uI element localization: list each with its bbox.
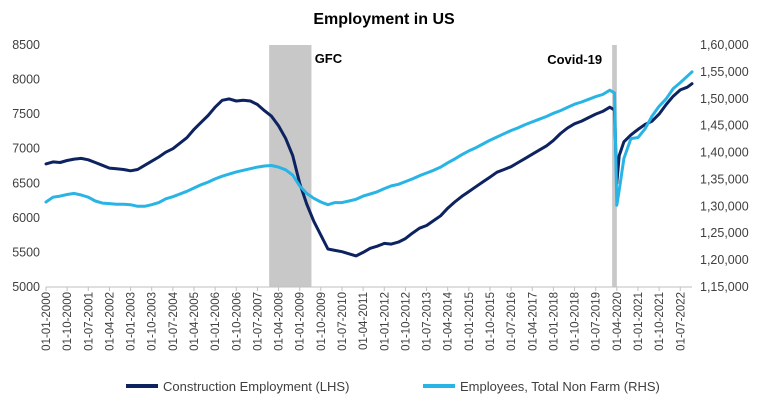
x-tick-label: 01-04-2017	[527, 292, 539, 351]
x-tick-label: 01-01-2021	[633, 292, 645, 351]
legend-label-construction: Construction Employment (LHS)	[163, 379, 349, 394]
series-line-nonfarm	[44, 70, 694, 208]
left-tick-label: 6000	[12, 211, 40, 225]
x-tick-label: 01-07-2010	[337, 292, 349, 351]
x-tick-label: 01-01-2015	[464, 292, 476, 351]
x-tick-label: 01-07-2001	[83, 292, 95, 351]
x-tick-label: 01-04-2008	[274, 292, 286, 351]
x-tick-label: 01-01-2006	[210, 292, 222, 351]
annotation-gfc: GFC	[315, 51, 343, 66]
series-line-construction	[44, 82, 694, 258]
x-tick-label: 01-04-2002	[104, 292, 116, 351]
x-tick-label: 01-04-2020	[612, 292, 624, 351]
right-tick-label: 1,45,000	[700, 119, 749, 133]
right-tick-label: 1,25,000	[700, 226, 749, 240]
x-tick-label: 01-10-2000	[62, 292, 74, 351]
x-tick-label: 01-07-2019	[591, 292, 603, 351]
x-tick-label: 01-01-2009	[295, 292, 307, 351]
x-tick-label: 01-04-2005	[189, 292, 201, 351]
x-tick-label: 01-07-2022	[675, 292, 687, 351]
annotation-covid: Covid-19	[547, 52, 602, 67]
x-tick-label: 01-10-2018	[570, 292, 582, 351]
x-tick-label: 01-07-2016	[506, 292, 518, 351]
series-lines	[44, 70, 694, 258]
x-tick-label: 01-07-2004	[168, 291, 180, 350]
right-axis-ticks: 1,15,000 1,20,000 1,25,000 1,30,000 1,35,000…	[700, 38, 749, 294]
right-tick-label: 1,60,000	[700, 38, 749, 52]
left-axis-ticks: 5000 5500 6000 6500 7000 7500 8000 8500	[12, 38, 40, 294]
annotations: GFC Covid-19	[315, 51, 602, 67]
x-tick-label: 01-07-2007	[252, 292, 264, 351]
left-tick-label: 7000	[12, 142, 40, 156]
x-tick-label: 01-10-2012	[400, 292, 412, 351]
x-tick-label: 01-01-2003	[126, 292, 138, 351]
left-tick-label: 5500	[12, 245, 40, 259]
legend: Construction Employment (LHS) Employees,…	[126, 379, 660, 394]
x-tick-label: 01-10-2015	[485, 292, 497, 351]
x-tick-label: 01-01-2012	[379, 292, 391, 351]
x-tick-label: 01-01-2018	[548, 292, 560, 351]
shade-covid-19	[612, 45, 617, 287]
left-tick-label: 5000	[12, 280, 40, 294]
x-axis-ticks: 01-01-2000 01-10-2000 01-07-2001 01-04-2002…	[41, 287, 687, 351]
legend-label-nonfarm: Employees, Total Non Farm (RHS)	[460, 379, 660, 394]
x-tick-label: 01-10-2009	[316, 292, 328, 351]
x-tick-label: 01-10-2021	[654, 292, 666, 351]
left-tick-label: 8000	[12, 73, 40, 87]
x-tick-label: 01-04-2014	[443, 291, 455, 350]
left-tick-label: 7500	[12, 107, 40, 121]
x-tick-label: 01-10-2006	[231, 292, 243, 351]
x-tick-label: 01-01-2000	[41, 292, 53, 351]
x-tick-label: 01-04-2011	[358, 292, 370, 350]
right-tick-label: 1,30,000	[700, 199, 749, 213]
left-tick-label: 8500	[12, 38, 40, 52]
right-tick-label: 1,50,000	[700, 92, 749, 106]
right-tick-label: 1,40,000	[700, 146, 749, 160]
right-tick-label: 1,55,000	[700, 65, 749, 79]
chart-title: Employment in US	[313, 11, 455, 28]
left-tick-label: 6500	[12, 176, 40, 190]
x-tick-label: 01-07-2013	[422, 292, 434, 351]
right-tick-label: 1,35,000	[700, 172, 749, 186]
right-tick-label: 1,20,000	[700, 253, 749, 267]
right-tick-label: 1,15,000	[700, 280, 749, 294]
x-tick-label: 01-10-2003	[147, 292, 159, 351]
